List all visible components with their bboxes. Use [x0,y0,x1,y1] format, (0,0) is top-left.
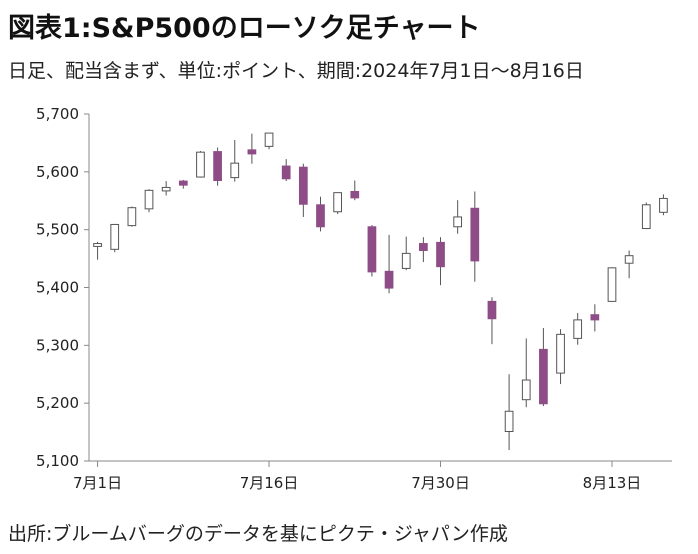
candle [401,236,411,271]
candle-body-down [350,190,360,199]
candle [230,140,240,182]
candle-body-down [178,180,188,186]
y-tick-label: 5,400 [36,279,79,297]
y-tick-label: 5,200 [36,394,79,412]
candle-body-down [316,204,325,228]
candle-body-up [161,186,171,192]
candle [504,374,514,451]
y-tick-label: 5,600 [36,163,79,181]
candle [641,202,651,230]
x-tick-label: 8月13日 [583,474,642,492]
candle-body-up [641,204,651,230]
candles-group [93,132,668,451]
chart-title: 図表1:S&P500のローソク足チャート [8,13,481,44]
candle-body-down [213,151,222,182]
candle [298,163,308,217]
candle [161,181,171,196]
candle [624,250,634,279]
candle-body-up [556,333,565,374]
candle-body-up [144,189,154,210]
x-tick-label: 7月16日 [240,474,299,492]
candle-body-down [419,243,428,251]
candle-body-up [573,319,583,339]
candle [350,180,360,201]
candle-body-up [264,132,274,147]
candle [264,132,274,150]
candle-body-up [659,197,668,213]
candle [144,189,154,213]
candle-body-down [470,207,480,262]
candle-body-up [93,243,102,247]
candle-body-down [281,165,291,180]
candle-body-down [590,314,600,321]
candle-body-up [110,223,120,250]
candle [436,237,445,286]
y-tick-label: 5,700 [36,105,79,123]
candle-body-up [127,207,137,227]
y-tick-label: 5,100 [36,452,79,470]
candle [196,151,205,178]
candle [419,237,428,263]
candle [178,179,188,189]
y-axis: 5,100 5,200 5,300 5,400 5,500 5,600 5,700 [36,105,90,470]
candle-body-down [247,149,257,155]
candle-body-up [333,192,342,213]
candle [659,194,668,216]
candle [556,329,565,385]
candle-body-down [487,300,497,320]
candle [384,234,394,294]
candle [316,196,325,232]
candle-body-up [401,252,411,269]
candle [367,225,377,277]
candle [333,192,342,215]
candle [470,191,480,282]
x-tick-label: 7月1日 [73,474,122,492]
chart-subtitle: 日足、配当含まず、単位:ポイント、期間:2024年7月1日〜8月16日 [8,60,584,82]
candle-body-up [196,151,205,178]
candle-body-down [298,166,308,205]
candle-body-up [624,255,634,264]
candle-body-down [367,226,377,273]
candle [213,147,222,186]
candle-body-down [384,270,394,289]
candle [573,312,583,345]
candle-body-down [436,241,445,268]
candle-body-down [539,348,548,405]
candle [487,297,497,345]
candle [521,338,531,408]
candle [127,206,137,227]
candle-body-up [607,267,617,302]
candle-body-up [230,162,240,179]
candle [93,241,102,260]
candle [590,304,600,332]
candle [281,159,291,182]
candle [110,223,120,253]
x-tick-label: 7月30日 [411,474,470,492]
y-tick-label: 5,300 [36,336,79,354]
y-tick-label: 5,500 [36,221,79,239]
candle [607,267,617,302]
candle [453,200,463,234]
candle-body-up [521,379,531,401]
x-axis: 7月1日 7月16日 7月30日 8月13日 [73,460,672,492]
candle [247,133,257,164]
source-note: 出所:ブルームバーグのデータを基にピクテ・ジャパン作成 [8,523,508,545]
candle [539,327,548,407]
candle-body-up [504,410,514,433]
candle-body-up [453,216,463,228]
